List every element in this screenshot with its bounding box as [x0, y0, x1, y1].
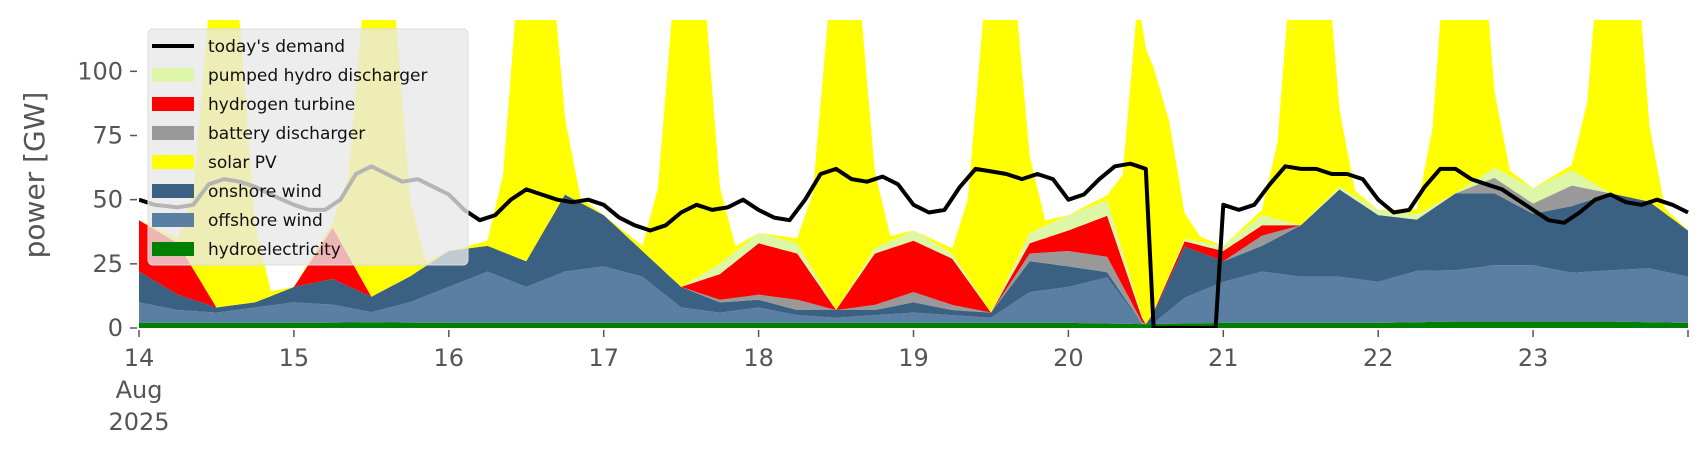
x-tick-label: 22: [1363, 344, 1394, 372]
legend-label: offshore wind: [208, 211, 323, 231]
legend-swatch: [152, 97, 194, 111]
x-tick-label: 21: [1208, 344, 1239, 372]
y-tick-label: 100: [77, 57, 123, 85]
stacked-area-layer: [139, 20, 1688, 328]
y-axis-title: power [GW]: [18, 92, 51, 259]
area-solar-pv: [139, 20, 1688, 325]
area-offshore-wind: [139, 265, 1688, 325]
legend-swatch: [152, 184, 194, 198]
y-tick-label: 50: [92, 186, 123, 214]
legend-label: pumped hydro discharger: [208, 66, 427, 86]
x-tick-label: 23: [1518, 344, 1549, 372]
x-tick-label: Aug: [116, 376, 163, 404]
area-hydrogen-turbine: [139, 177, 1688, 325]
x-tick-label: 17: [588, 344, 619, 372]
area-hydroelectricity: [139, 321, 1688, 328]
legend-box: [147, 28, 469, 266]
legend-label: onshore wind: [208, 182, 322, 202]
axes: 0 25 50 75 100 14 Aug 2025 15 16 17 18 19 20 21 22 23: [77, 57, 1689, 436]
x-tick-label: 20: [1053, 344, 1084, 372]
legend-swatch: [152, 68, 194, 82]
legend-swatch: [152, 155, 194, 169]
x-tick-label: 2025: [108, 408, 169, 436]
legend-label: battery discharger: [208, 124, 365, 144]
legend-label: today's demand: [208, 37, 345, 57]
y-tick-label: 75: [92, 122, 123, 150]
y-tick-label: 25: [92, 250, 123, 278]
x-tick-label: 14: [124, 344, 155, 372]
legend-swatch: [152, 213, 194, 227]
y-tick-label: 0: [108, 314, 123, 342]
x-tick-label: 16: [434, 344, 465, 372]
x-tick-label: 18: [743, 344, 774, 372]
x-tick-label: 19: [898, 344, 929, 372]
area-battery-discharger: [139, 177, 1688, 325]
legend-label: hydroelectricity: [208, 240, 341, 260]
x-tick-label: 15: [279, 344, 310, 372]
legend-swatch: [152, 126, 194, 140]
legend-swatch: [152, 242, 194, 256]
legend: today's demand pumped hydro discharger hyd…: [147, 28, 469, 266]
legend-label: solar PV: [208, 153, 277, 173]
legend-label: hydrogen turbine: [208, 95, 355, 115]
